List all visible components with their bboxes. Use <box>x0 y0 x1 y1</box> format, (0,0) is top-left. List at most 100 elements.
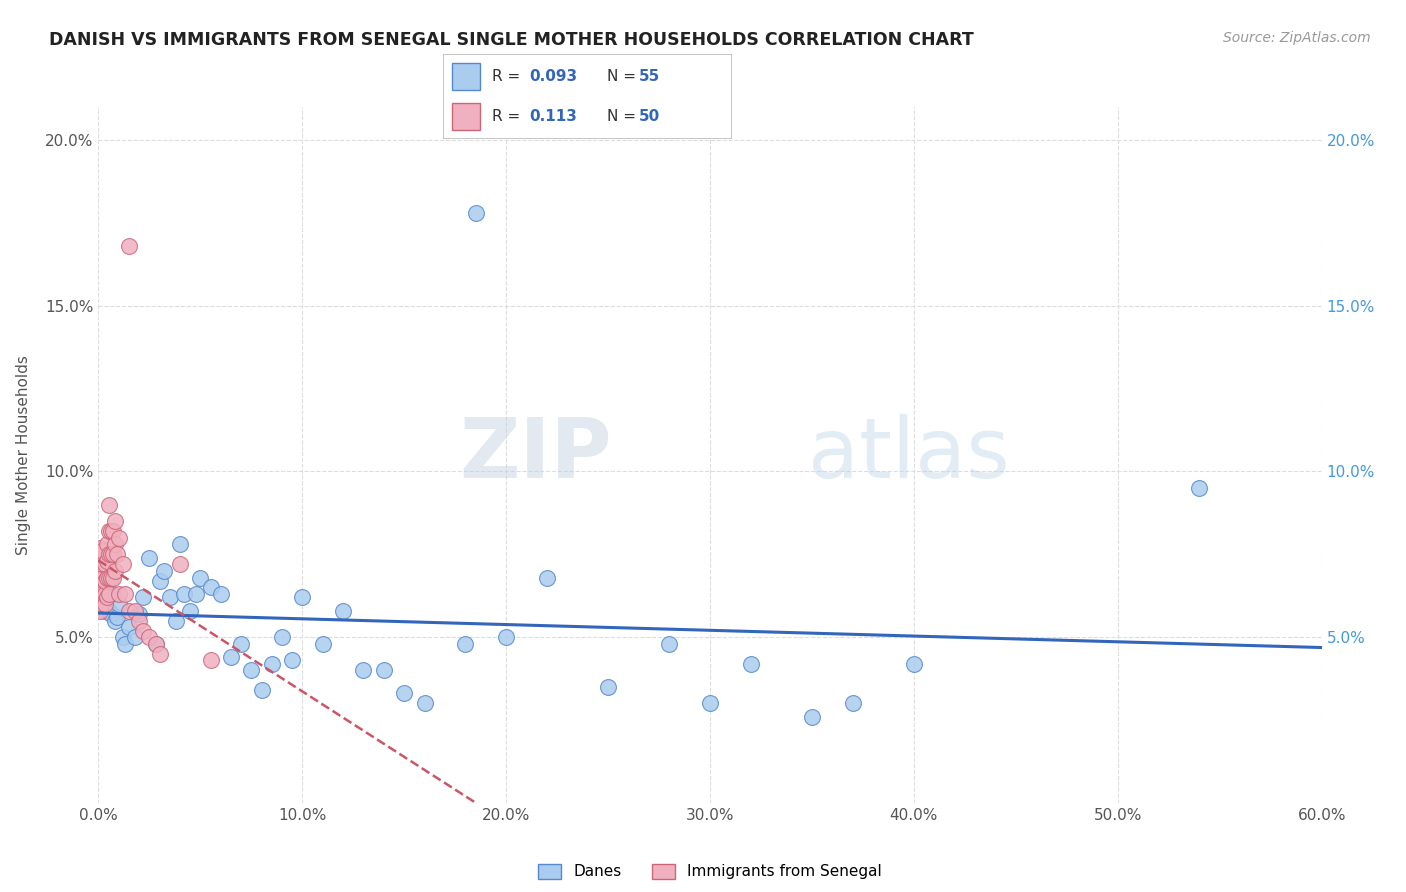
Point <box>536 570 558 584</box>
Point <box>145 637 167 651</box>
Point <box>124 604 146 618</box>
Text: 0.093: 0.093 <box>530 69 578 84</box>
Point <box>91 558 114 572</box>
Text: N =: N = <box>607 109 641 124</box>
Point <box>169 558 191 572</box>
Text: 50: 50 <box>638 109 661 124</box>
Point <box>188 570 212 584</box>
Point <box>105 547 128 561</box>
Point <box>104 614 127 628</box>
Point <box>114 637 136 651</box>
Point <box>91 597 114 611</box>
Point <box>118 239 141 253</box>
Point <box>97 524 120 538</box>
Point <box>96 570 118 584</box>
Point <box>169 537 191 551</box>
Point <box>114 587 136 601</box>
Point <box>124 630 146 644</box>
Point <box>699 697 721 711</box>
FancyBboxPatch shape <box>451 62 481 90</box>
Point <box>138 550 160 565</box>
Point <box>108 597 131 611</box>
Text: ZIP: ZIP <box>460 415 612 495</box>
Point <box>96 587 118 601</box>
Point <box>200 581 222 595</box>
Point <box>100 607 122 621</box>
Point <box>132 624 155 638</box>
Point <box>231 637 253 651</box>
Point <box>260 657 283 671</box>
Point <box>93 587 115 601</box>
Point <box>454 637 477 651</box>
Point <box>93 574 115 588</box>
Point <box>186 587 208 601</box>
Point <box>97 498 120 512</box>
Point <box>128 607 150 621</box>
Point <box>101 570 124 584</box>
Point <box>159 591 181 605</box>
Text: R =: R = <box>492 109 530 124</box>
Point <box>104 514 127 528</box>
Point <box>91 544 114 558</box>
Point <box>89 541 111 555</box>
Point <box>658 637 681 651</box>
Point <box>841 697 863 711</box>
Point <box>145 637 167 651</box>
Point <box>270 630 294 644</box>
Point <box>89 574 111 588</box>
Point <box>89 554 111 568</box>
FancyBboxPatch shape <box>451 103 481 130</box>
Point <box>118 620 141 634</box>
Point <box>101 547 124 561</box>
Y-axis label: Single Mother Households: Single Mother Households <box>17 355 31 555</box>
Point <box>173 587 195 601</box>
Point <box>152 564 174 578</box>
Point <box>165 614 187 628</box>
Point <box>111 558 134 572</box>
Point <box>291 591 314 605</box>
Text: atlas: atlas <box>808 415 1010 495</box>
Point <box>118 604 141 618</box>
Point <box>89 591 111 605</box>
Point <box>138 630 160 644</box>
Point <box>104 537 127 551</box>
Point <box>1188 481 1211 495</box>
Point <box>209 587 232 601</box>
Point <box>149 647 172 661</box>
Text: 55: 55 <box>638 69 661 84</box>
Point <box>128 614 150 628</box>
Point <box>903 657 925 671</box>
Point <box>108 531 131 545</box>
Text: Source: ZipAtlas.com: Source: ZipAtlas.com <box>1223 31 1371 45</box>
Point <box>801 709 824 723</box>
Point <box>89 581 111 595</box>
Point <box>312 637 335 651</box>
Point <box>101 524 124 538</box>
Point <box>97 587 120 601</box>
Point <box>93 604 115 618</box>
Point <box>740 657 762 671</box>
Point <box>96 537 118 551</box>
Point <box>89 587 111 601</box>
Point <box>89 564 111 578</box>
Point <box>332 604 354 618</box>
Point <box>93 597 115 611</box>
Point <box>219 650 242 665</box>
Text: N =: N = <box>607 69 641 84</box>
Point <box>108 587 131 601</box>
Point <box>96 591 118 605</box>
Point <box>373 663 395 677</box>
Point <box>91 597 114 611</box>
Point <box>105 610 128 624</box>
Point <box>413 697 436 711</box>
Legend: Danes, Immigrants from Senegal: Danes, Immigrants from Senegal <box>531 857 889 886</box>
Point <box>100 570 122 584</box>
Point <box>495 630 517 644</box>
Point <box>111 630 134 644</box>
Point <box>132 591 155 605</box>
Point <box>101 587 124 601</box>
Point <box>392 686 416 700</box>
Point <box>240 663 263 677</box>
Point <box>89 597 111 611</box>
Point <box>91 587 114 601</box>
